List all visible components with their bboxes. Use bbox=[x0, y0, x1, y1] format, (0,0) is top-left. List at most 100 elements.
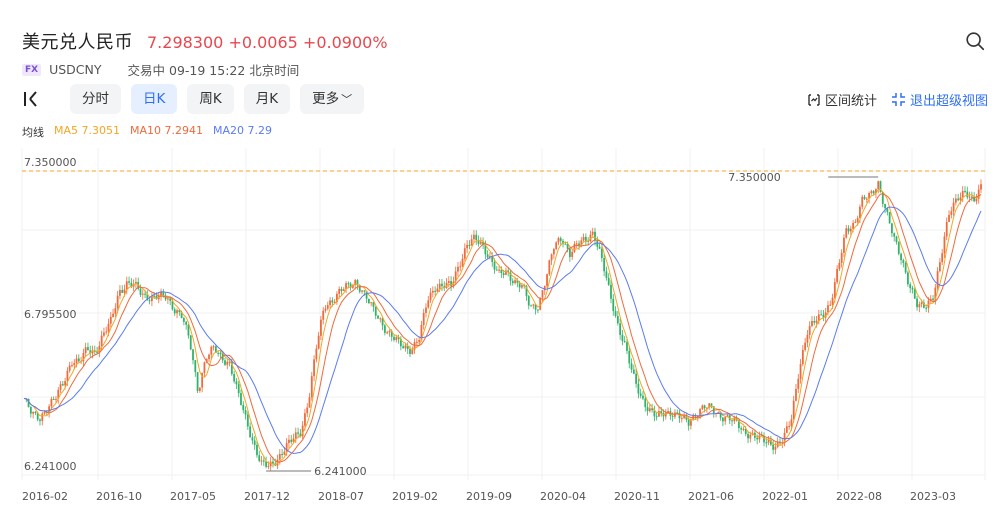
candle-body bbox=[628, 350, 631, 364]
candle-body bbox=[171, 300, 174, 310]
candle-body bbox=[404, 345, 407, 349]
candle-body bbox=[909, 284, 912, 289]
candle-body bbox=[258, 455, 261, 461]
candle-body bbox=[189, 335, 192, 350]
candle-body bbox=[208, 354, 210, 360]
candle-body bbox=[377, 315, 379, 319]
candle-body bbox=[212, 346, 215, 348]
chart-tools: 区间统计 退出超级视图 bbox=[807, 90, 988, 109]
candle-body bbox=[77, 358, 80, 362]
candle-body bbox=[598, 246, 601, 249]
candle-body bbox=[653, 410, 656, 417]
range-stat-button[interactable]: 区间统计 bbox=[807, 90, 877, 109]
candle-body bbox=[555, 242, 558, 250]
ma-label: 均线 bbox=[22, 126, 44, 139]
candle-body bbox=[945, 221, 948, 237]
exit-super-view-label: 退出超级视图 bbox=[909, 94, 988, 109]
candle-body bbox=[817, 314, 820, 321]
candle-body bbox=[687, 419, 690, 426]
candle-body bbox=[427, 300, 430, 308]
candle-body bbox=[479, 241, 482, 244]
tab-weekly-k[interactable]: 周K bbox=[187, 84, 234, 114]
candle-body bbox=[836, 268, 839, 283]
candle-body bbox=[498, 269, 500, 271]
candle-body bbox=[192, 349, 194, 361]
candle-body bbox=[299, 433, 302, 437]
candle-body bbox=[420, 324, 423, 341]
candle-body bbox=[610, 284, 612, 299]
candle-body bbox=[297, 432, 299, 434]
candle-body bbox=[178, 310, 181, 312]
candle-body bbox=[884, 203, 886, 209]
candle-body bbox=[514, 280, 516, 284]
candle-body bbox=[329, 300, 331, 306]
candle-body bbox=[769, 440, 772, 445]
candle-body bbox=[840, 252, 843, 263]
exit-super-view-button[interactable]: 退出超级视图 bbox=[891, 90, 988, 109]
candle-body bbox=[550, 254, 553, 261]
candle-body bbox=[89, 350, 92, 354]
candle-body bbox=[320, 319, 322, 336]
candle-body bbox=[240, 393, 242, 405]
candle-body bbox=[749, 434, 752, 439]
candle-body bbox=[804, 342, 807, 350]
candle-body bbox=[224, 360, 226, 365]
candle-body bbox=[797, 378, 800, 389]
candle-body bbox=[198, 387, 201, 391]
candle-body bbox=[655, 416, 658, 418]
tab-intraday[interactable]: 分时 bbox=[70, 84, 121, 114]
x-tick-label: 2020-04 bbox=[540, 490, 586, 503]
x-tick-label: 2023-03 bbox=[910, 490, 956, 503]
candle-body bbox=[954, 198, 957, 203]
candle-body bbox=[98, 346, 101, 353]
tab-more[interactable]: 更多 ﹀ bbox=[300, 84, 365, 114]
kline-chart-icon[interactable] bbox=[22, 89, 42, 109]
candle-body bbox=[952, 202, 955, 212]
candle-body bbox=[799, 364, 802, 379]
candle-body bbox=[356, 280, 359, 286]
candle-body bbox=[605, 271, 608, 278]
candle-body bbox=[854, 221, 857, 223]
candle-body bbox=[29, 406, 32, 414]
candle-body bbox=[870, 191, 873, 194]
x-tick-label: 2021-06 bbox=[688, 490, 734, 503]
candle-body bbox=[461, 258, 464, 267]
tab-monthly-k[interactable]: 月K bbox=[243, 84, 291, 114]
search-icon[interactable] bbox=[964, 30, 986, 52]
kline-chart[interactable]: 7.350000 6.795500 6.241000 2016-02 2016-10 20… bbox=[0, 140, 1000, 519]
candle-body bbox=[740, 428, 743, 430]
candle-body bbox=[630, 363, 633, 370]
x-tick-label: 2016-02 bbox=[22, 490, 68, 503]
candle-body bbox=[701, 405, 704, 410]
candle-body bbox=[112, 313, 114, 317]
candle-body bbox=[148, 300, 151, 302]
candle-body bbox=[141, 293, 144, 295]
candle-body bbox=[676, 412, 679, 414]
candle-body bbox=[340, 288, 343, 292]
candle-body bbox=[505, 270, 507, 275]
candle-body bbox=[950, 211, 953, 215]
candle-body bbox=[849, 228, 852, 232]
candle-body bbox=[977, 189, 980, 199]
candle-body bbox=[457, 266, 459, 272]
max-price-label: 7.350000 bbox=[728, 171, 781, 184]
candle-body bbox=[27, 398, 30, 407]
ma20-line bbox=[23, 206, 982, 454]
candle-body bbox=[139, 288, 142, 295]
candle-body bbox=[317, 335, 320, 349]
tab-daily-k[interactable]: 日K bbox=[131, 84, 178, 114]
candle-body bbox=[151, 295, 153, 302]
candle-body bbox=[119, 290, 121, 296]
candle-body bbox=[941, 253, 944, 263]
candle-body bbox=[418, 340, 421, 342]
candle-body bbox=[39, 419, 41, 421]
candle-body bbox=[594, 231, 596, 241]
candle-body bbox=[390, 331, 393, 337]
candle-body bbox=[658, 411, 660, 417]
candle-body bbox=[304, 413, 306, 426]
candle-body bbox=[824, 312, 827, 318]
candle-body bbox=[128, 281, 130, 283]
candle-body bbox=[107, 323, 110, 332]
x-tick-label: 2020-11 bbox=[614, 490, 660, 503]
candle-body bbox=[68, 365, 71, 371]
